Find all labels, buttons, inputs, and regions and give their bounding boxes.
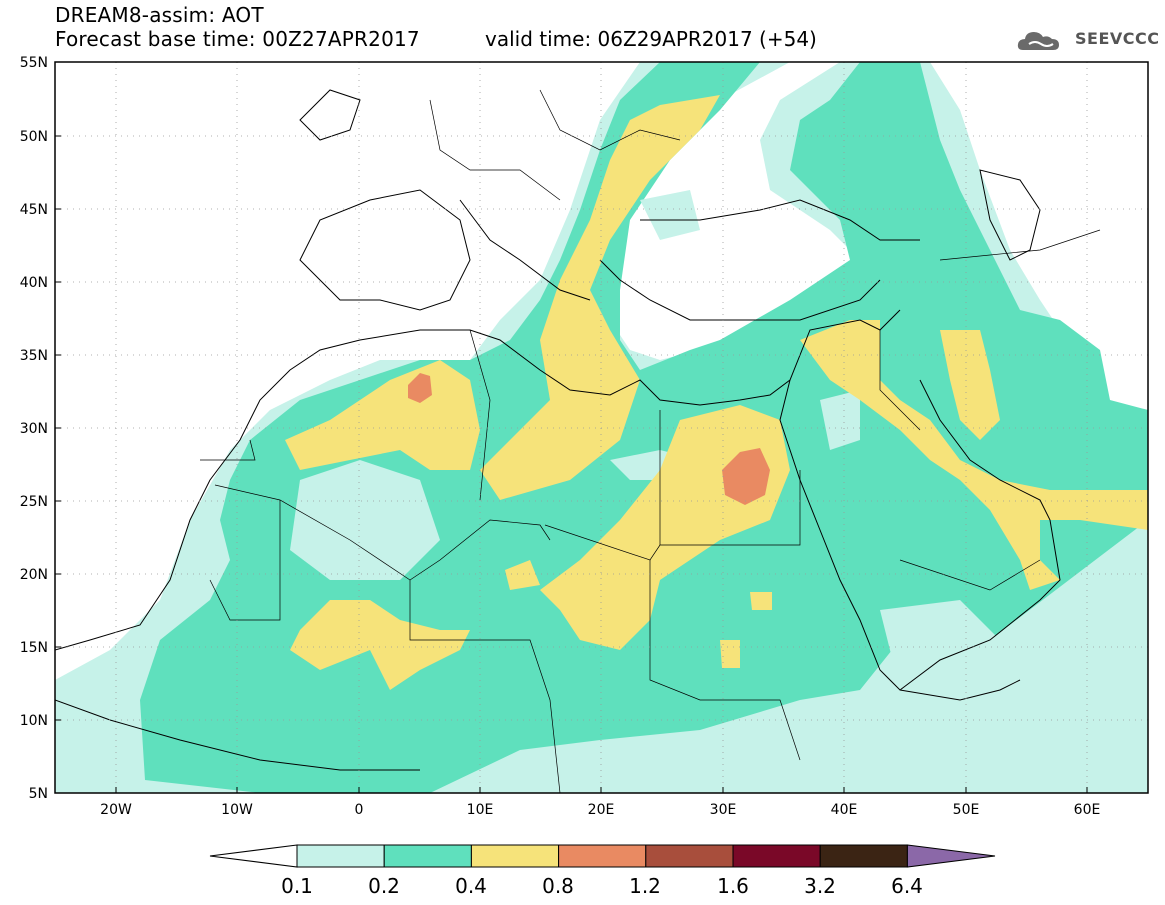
aot-field-0.8-egypt: [722, 448, 770, 505]
lon-label: 40E: [831, 802, 858, 818]
aot-field-0.4-west: [285, 360, 480, 470]
colorbar-labels: 0.1 0.2 0.4 0.8 1.2 1.6 3.2 6.4: [281, 874, 923, 898]
country-borders: [200, 89, 1101, 793]
lat-label: 25N: [20, 494, 48, 510]
valid-time: valid time: 06Z29APR2017 (+54): [485, 27, 817, 51]
aot-field-0.1-hole: [820, 390, 860, 450]
lon-label: 10W: [221, 802, 253, 818]
aot-field-0.1-hole: [880, 600, 1000, 690]
map-title: DREAM8-assim: AOT: [55, 3, 264, 27]
aot-fields: [55, 62, 1148, 793]
tick-marks: [55, 61, 1088, 794]
lon-label: 30E: [710, 802, 737, 818]
lon-label: 20W: [100, 802, 132, 818]
colorbar-segment: [296, 844, 385, 868]
lon-label: 60E: [1074, 802, 1101, 818]
aot-field-0.4-band: [480, 95, 720, 500]
aot-field-0.4-sahel: [290, 600, 470, 690]
colorbar-segment: [645, 844, 734, 868]
latitude-labels: 5N 10N 15N 20N 25N 30N 35N 40N 45N 50N 5…: [20, 55, 48, 802]
lat-label: 5N: [29, 786, 48, 802]
forecast-base-time: Forecast base time: 00Z27APR2017: [55, 27, 420, 51]
aot-field-0.4-spot: [750, 592, 772, 610]
aot-field-0.8-algeria: [408, 373, 432, 403]
colorbar-label: 0.2: [368, 874, 400, 898]
lat-label: 45N: [20, 202, 48, 218]
lat-label: 55N: [20, 55, 48, 71]
aot-field-0.1-hole: [640, 190, 700, 240]
coastlines: [55, 89, 1061, 771]
lon-label: 20E: [588, 802, 615, 818]
colorbar: [209, 844, 996, 868]
aot-field-0.4-arabia: [800, 320, 1148, 590]
colorbar-segment: [558, 844, 647, 868]
logo-text: SEEVCCC: [1075, 29, 1160, 48]
lat-label: 35N: [20, 348, 48, 364]
colorbar-label: 1.2: [629, 874, 661, 898]
colorbar-label: 6.4: [891, 874, 923, 898]
colorbar-segment: [732, 844, 821, 868]
aot-field-0.4-iran: [940, 330, 1000, 440]
lat-label: 20N: [20, 567, 48, 583]
colorbar-high-arrow: [906, 844, 996, 868]
lat-label: 15N: [20, 640, 48, 656]
aot-field-0.1-hole: [290, 460, 440, 580]
colorbar-segment: [383, 844, 472, 868]
lat-label: 10N: [20, 713, 48, 729]
colorbar-label: 1.6: [717, 874, 749, 898]
colorbar-label: 0.1: [281, 874, 313, 898]
longitude-labels: 20W 10W 0 10E 20E 30E 40E 50E 60E: [100, 802, 1100, 818]
lon-label: 10E: [467, 802, 494, 818]
lat-label: 40N: [20, 275, 48, 291]
lat-label: 30N: [20, 421, 48, 437]
graticule: [55, 62, 1148, 793]
colorbar-label: 3.2: [804, 874, 836, 898]
colorbar-label: 0.8: [542, 874, 574, 898]
aot-field-0.4-spot: [720, 640, 740, 668]
aot-field-0.4-spot: [505, 560, 540, 590]
colorbar-segment: [470, 844, 560, 868]
colorbar-label: 0.4: [455, 874, 487, 898]
lat-label: 50N: [20, 129, 48, 145]
lon-label: 50E: [953, 802, 980, 818]
colorbar-segment: [819, 844, 908, 868]
lon-label: 0: [355, 802, 364, 818]
colorbar-low-arrow: [209, 844, 298, 868]
cloud-logo-icon: [1017, 32, 1059, 50]
